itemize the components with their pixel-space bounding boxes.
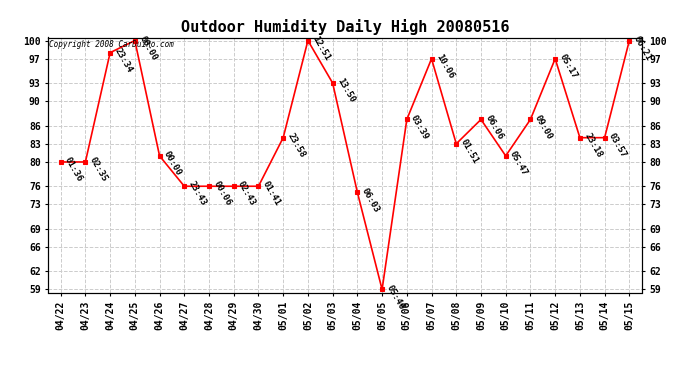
Text: 23:43: 23:43 bbox=[187, 180, 208, 208]
Text: 00:00: 00:00 bbox=[137, 34, 159, 62]
Title: Outdoor Humidity Daily High 20080516: Outdoor Humidity Daily High 20080516 bbox=[181, 19, 509, 35]
Text: 01:41: 01:41 bbox=[261, 180, 282, 208]
Text: 01:51: 01:51 bbox=[459, 138, 480, 165]
Text: 13:50: 13:50 bbox=[335, 77, 356, 105]
Text: 06:21: 06:21 bbox=[632, 34, 653, 62]
Text: 00:06: 00:06 bbox=[211, 180, 233, 208]
Text: 23:34: 23:34 bbox=[112, 46, 134, 74]
Text: 01:36: 01:36 bbox=[63, 156, 84, 183]
Text: 10:06: 10:06 bbox=[434, 53, 455, 80]
Text: 23:18: 23:18 bbox=[582, 131, 604, 159]
Text: 05:47: 05:47 bbox=[508, 150, 529, 177]
Text: 05:46: 05:46 bbox=[384, 283, 406, 311]
Text: 00:00: 00:00 bbox=[162, 150, 184, 177]
Text: 23:58: 23:58 bbox=[286, 131, 307, 159]
Text: 02:35: 02:35 bbox=[88, 156, 109, 183]
Text: Copyright 2008 CarDuino.com: Copyright 2008 CarDuino.com bbox=[50, 40, 175, 49]
Text: 12:51: 12:51 bbox=[310, 34, 332, 62]
Text: 06:06: 06:06 bbox=[484, 113, 504, 141]
Text: 09:00: 09:00 bbox=[533, 113, 554, 141]
Text: 05:17: 05:17 bbox=[558, 53, 579, 80]
Text: 02:43: 02:43 bbox=[236, 180, 257, 208]
Text: 03:39: 03:39 bbox=[409, 113, 431, 141]
Text: 06:03: 06:03 bbox=[359, 186, 381, 214]
Text: 03:57: 03:57 bbox=[607, 131, 629, 159]
